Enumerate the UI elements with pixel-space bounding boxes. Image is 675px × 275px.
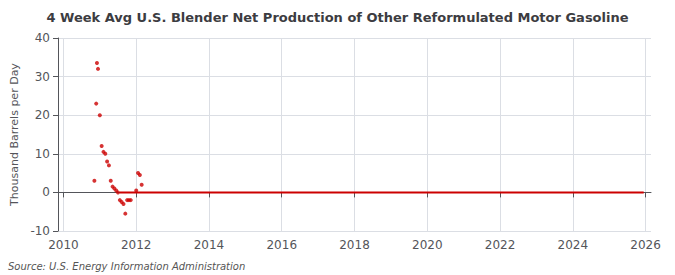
- svg-text:2026: 2026: [630, 238, 661, 252]
- svg-text:Thousand Barrels per Day: Thousand Barrels per Day: [8, 63, 21, 207]
- svg-text:2022: 2022: [485, 238, 516, 252]
- svg-text:2024: 2024: [558, 238, 589, 252]
- svg-text:2010: 2010: [48, 238, 79, 252]
- svg-text:30: 30: [35, 70, 50, 84]
- svg-text:Source: U.S. Energy Informatio: Source: U.S. Energy Information Administ…: [8, 261, 245, 272]
- svg-text:2014: 2014: [194, 238, 225, 252]
- svg-text:2018: 2018: [339, 238, 370, 252]
- svg-text:40: 40: [35, 31, 50, 45]
- svg-text:2020: 2020: [412, 238, 443, 252]
- svg-text:0: 0: [42, 185, 50, 199]
- svg-text:4 Week Avg U.S. Blender Net Pr: 4 Week Avg U.S. Blender Net Production o…: [46, 10, 628, 25]
- svg-text:10: 10: [35, 147, 50, 161]
- svg-text:20: 20: [35, 108, 50, 122]
- svg-text:2016: 2016: [266, 238, 297, 252]
- svg-text:-10: -10: [30, 224, 50, 238]
- svg-text:2012: 2012: [121, 238, 152, 252]
